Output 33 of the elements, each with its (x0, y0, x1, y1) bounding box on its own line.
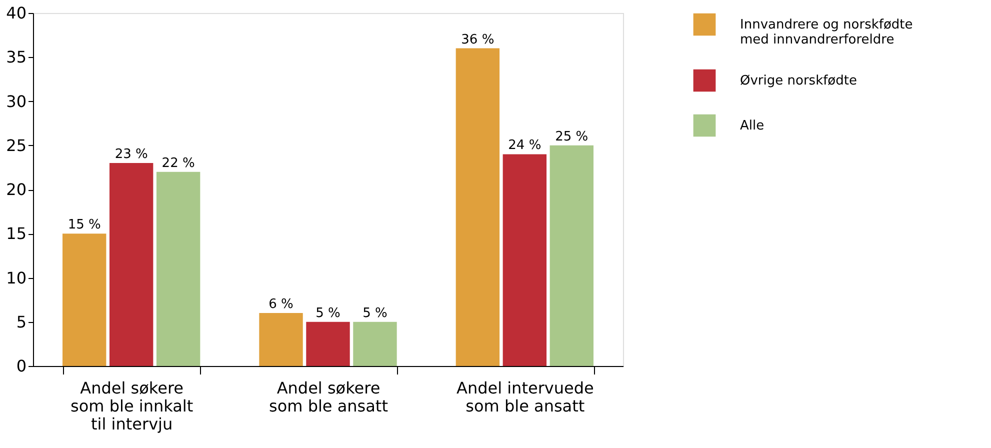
data-label: 5 % (316, 306, 340, 321)
x-tick-label: Andel søkere som ble ansatt (269, 378, 388, 416)
data-label: 15 % (68, 218, 101, 233)
data-label: 24 % (508, 138, 542, 154)
data-label: 5 % (362, 306, 388, 321)
data-label: 6 % (268, 297, 294, 312)
y-tick-label: 30 (6, 92, 26, 111)
x-tick-label: Andel intervuede som ble ansatt (456, 378, 594, 416)
y-tick-label: 0 (16, 356, 26, 376)
bar (456, 48, 500, 366)
bar (550, 145, 594, 366)
bar (353, 322, 397, 366)
data-label: 22 % (162, 156, 195, 171)
bar (306, 322, 350, 366)
data-label: 23 % (114, 147, 148, 162)
bar (109, 163, 154, 366)
bar (259, 313, 303, 366)
y-tick-label: 35 (6, 48, 26, 67)
y-tick-label: 10 (6, 268, 26, 288)
data-label: 36 % (461, 32, 494, 48)
legend-label: Alle (740, 118, 764, 134)
y-tick-label: 20 (6, 180, 26, 199)
bar (62, 234, 106, 366)
y-tick-label: 5 (16, 312, 26, 332)
legend-label: Innvandrere og norskfødte med innvandrerforeldre (740, 18, 913, 48)
x-tick-label: Andel søkere som ble innkalt til intervju (70, 378, 194, 434)
legend-label: Øvrige norskfødte (740, 74, 857, 88)
y-tick-label: 25 (6, 136, 26, 155)
y-tick-label: 15 (6, 224, 26, 244)
y-tick-label: 40 (6, 4, 26, 22)
bar (156, 172, 200, 366)
bar (502, 154, 547, 366)
data-label: 25 % (555, 129, 588, 144)
